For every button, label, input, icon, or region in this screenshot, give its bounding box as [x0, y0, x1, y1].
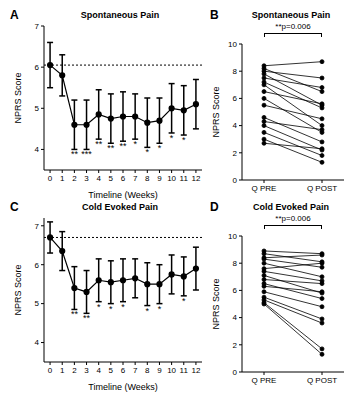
svg-text:*: * — [109, 304, 113, 314]
svg-text:0: 0 — [233, 176, 238, 185]
svg-text:**: ** — [71, 149, 79, 159]
html-text:C: C — [10, 200, 19, 214]
svg-text:7: 7 — [133, 366, 138, 375]
svg-text:5: 5 — [109, 366, 114, 375]
svg-text:11: 11 — [180, 366, 189, 375]
html-text:Spontaneous Pain: Spontaneous Pain — [80, 10, 160, 20]
html-text:Cold Evoked Pain: Cold Evoked Pain — [253, 202, 329, 212]
svg-text:Timeline (Weeks): Timeline (Weeks) — [88, 382, 158, 392]
html-text:Cold Evoked Pain: Cold Evoked Pain — [82, 202, 158, 212]
svg-text:0: 0 — [48, 366, 53, 375]
svg-text:***: *** — [81, 149, 92, 159]
svg-text:*: * — [146, 306, 150, 316]
svg-text:*: * — [182, 135, 186, 145]
svg-text:NPRS Score: NPRS Score — [211, 86, 221, 137]
svg-text:2: 2 — [72, 366, 77, 375]
svg-text:0: 0 — [233, 368, 238, 377]
svg-text:10: 10 — [167, 174, 176, 183]
svg-text:Q PRE: Q PRE — [252, 184, 277, 193]
svg-text:Q PRE: Q PRE — [252, 376, 277, 385]
svg-text:Timeline (Weeks): Timeline (Weeks) — [88, 190, 158, 200]
svg-text:4: 4 — [233, 313, 238, 322]
svg-text:6: 6 — [233, 286, 238, 295]
svg-text:8: 8 — [233, 67, 238, 76]
svg-text:4: 4 — [96, 366, 101, 375]
svg-text:12: 12 — [191, 174, 200, 183]
svg-text:7: 7 — [35, 22, 40, 31]
svg-text:4: 4 — [35, 338, 40, 347]
svg-text:2: 2 — [233, 149, 238, 158]
svg-text:6: 6 — [121, 366, 126, 375]
svg-text:**: ** — [119, 141, 127, 151]
svg-text:8: 8 — [233, 259, 238, 268]
svg-text:10: 10 — [228, 40, 237, 49]
svg-text:6: 6 — [121, 174, 126, 183]
svg-text:**: ** — [107, 143, 115, 153]
svg-text:*: * — [182, 296, 186, 306]
svg-text:4: 4 — [96, 174, 101, 183]
svg-text:4: 4 — [233, 121, 238, 130]
svg-text:11: 11 — [180, 174, 189, 183]
svg-text:6: 6 — [35, 63, 40, 72]
svg-text:1: 1 — [60, 174, 65, 183]
svg-text:*: * — [97, 302, 101, 312]
svg-text:NPRS Score: NPRS Score — [13, 72, 23, 123]
svg-text:1: 1 — [60, 366, 65, 375]
svg-text:8: 8 — [145, 174, 150, 183]
svg-text:12: 12 — [191, 366, 200, 375]
svg-text:6: 6 — [233, 94, 238, 103]
svg-text:**: ** — [95, 139, 103, 149]
svg-text:5: 5 — [35, 299, 40, 308]
html-text:B: B — [210, 8, 219, 22]
svg-text:0: 0 — [48, 174, 53, 183]
svg-text:5: 5 — [109, 174, 114, 183]
html-text:**p=0.006: **p=0.006 — [275, 22, 311, 31]
svg-text:3: 3 — [84, 174, 89, 183]
svg-text:4: 4 — [35, 145, 40, 154]
svg-text:2: 2 — [72, 174, 77, 183]
svg-text:7: 7 — [133, 174, 138, 183]
svg-text:**: ** — [71, 309, 79, 319]
svg-text:NPRS Score: NPRS Score — [211, 278, 221, 329]
svg-text:*: * — [170, 133, 174, 143]
svg-text:2: 2 — [233, 341, 238, 350]
svg-text:*: * — [146, 147, 150, 157]
svg-text:9: 9 — [157, 366, 162, 375]
svg-text:Q POST: Q POST — [307, 184, 337, 193]
svg-text:10: 10 — [167, 366, 176, 375]
svg-text:3: 3 — [84, 366, 89, 375]
html-text:Spontaneous Pain: Spontaneous Pain — [251, 10, 331, 20]
html-text:A: A — [10, 8, 19, 22]
svg-text:7: 7 — [35, 222, 40, 231]
svg-text:*: * — [133, 139, 137, 149]
svg-text:NPRS Score: NPRS Score — [13, 264, 23, 315]
svg-text:10: 10 — [228, 232, 237, 241]
svg-text:6: 6 — [35, 261, 40, 270]
svg-text:9: 9 — [157, 174, 162, 183]
html-text:D: D — [210, 200, 219, 214]
svg-text:5: 5 — [35, 104, 40, 113]
svg-text:*: * — [121, 302, 125, 312]
svg-text:Q POST: Q POST — [307, 376, 337, 385]
svg-text:**: ** — [83, 313, 91, 323]
svg-text:*: * — [158, 304, 162, 314]
svg-text:8: 8 — [145, 366, 150, 375]
svg-text:*: * — [158, 143, 162, 153]
html-text:**p=0.006: **p=0.006 — [275, 214, 311, 223]
